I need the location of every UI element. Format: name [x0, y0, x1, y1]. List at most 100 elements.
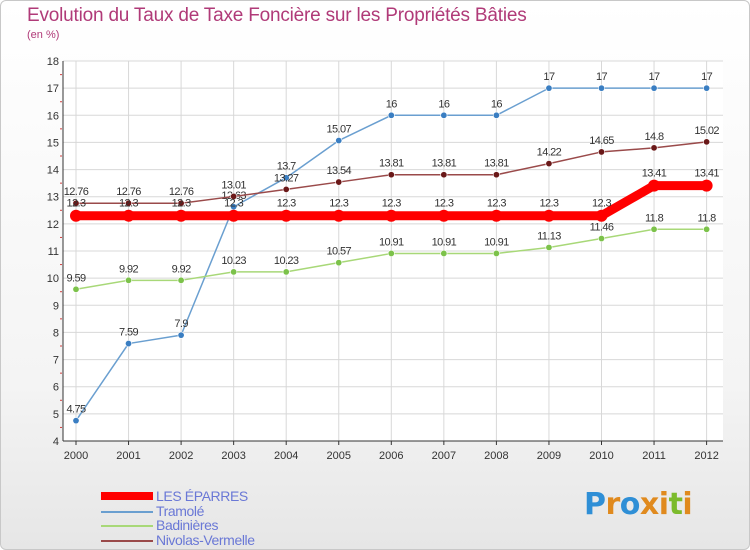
data-point	[282, 185, 290, 193]
chart-title: Evolution du Taux de Taxe Foncière sur l…	[27, 5, 527, 26]
data-point	[227, 209, 240, 222]
data-label: 11.46	[590, 222, 614, 234]
data-label: 11.13	[537, 230, 561, 242]
legend-swatch	[101, 539, 153, 542]
legend-swatch	[101, 525, 153, 527]
data-label: 11.8	[697, 212, 716, 224]
x-tick-label: 2006	[379, 450, 403, 462]
data-point	[542, 209, 555, 222]
data-label: 17	[701, 71, 713, 83]
data-label: 14.22	[537, 147, 562, 159]
data-label: 16	[491, 98, 503, 110]
data-point	[597, 148, 605, 156]
data-label: 14.65	[589, 135, 614, 147]
data-label: 12.3	[487, 198, 506, 210]
data-label: 17	[543, 71, 555, 83]
data-point	[703, 225, 711, 233]
x-tick-label: 2003	[221, 450, 245, 462]
data-label: 12.3	[539, 198, 558, 210]
data-point	[280, 209, 293, 222]
logo-letter: P	[584, 487, 606, 522]
legend-label: LES ÉPARRES	[156, 488, 248, 504]
data-label: 13.54	[326, 165, 351, 177]
data-label: 13.81	[379, 158, 404, 170]
data-label: 14.8	[645, 131, 664, 143]
x-tick-label: 2009	[537, 450, 561, 462]
data-label: 11.8	[645, 212, 664, 224]
data-point	[440, 171, 448, 179]
logo-letter: o	[619, 487, 641, 522]
data-point	[177, 276, 185, 284]
x-tick-label: 2000	[64, 450, 88, 462]
data-label: 13.27	[274, 172, 299, 184]
y-tick-label: 13	[47, 192, 59, 204]
data-point	[492, 171, 500, 179]
y-tick-label: 17	[47, 83, 59, 95]
data-label: 16	[438, 98, 450, 110]
data-point	[385, 209, 398, 222]
data-label: 17	[596, 71, 608, 83]
data-label: 17	[649, 71, 661, 83]
data-point	[335, 137, 343, 145]
data-point	[230, 192, 238, 200]
logo-letter: i	[682, 487, 693, 522]
x-tick-label: 2011	[642, 450, 666, 462]
data-point	[597, 235, 605, 243]
data-label: 10.91	[379, 236, 404, 248]
data-point	[648, 179, 661, 192]
data-label: 10.23	[221, 255, 246, 267]
data-point	[387, 111, 395, 119]
x-tick-label: 2010	[589, 450, 613, 462]
logo-letter: t	[668, 487, 683, 522]
data-point	[440, 111, 448, 119]
data-point	[437, 209, 450, 222]
data-point	[122, 209, 135, 222]
data-point	[597, 84, 605, 92]
data-label: 9.92	[172, 263, 191, 275]
data-label: 12.3	[329, 198, 348, 210]
data-label: 12.76	[169, 186, 194, 198]
y-tick-label: 7	[53, 355, 59, 367]
data-label: 13.81	[432, 158, 457, 170]
x-tick-label: 2008	[484, 450, 508, 462]
data-point	[72, 285, 80, 293]
legend-label: Tramolé	[156, 502, 205, 519]
data-label: 4.75	[66, 404, 85, 416]
data-label: 12.76	[64, 186, 89, 198]
data-point	[125, 199, 133, 207]
data-point	[230, 268, 238, 276]
data-point	[72, 199, 80, 207]
x-tick-label: 2001	[116, 450, 140, 462]
x-tick-label: 2004	[274, 450, 298, 462]
data-label: 10.23	[274, 255, 299, 267]
x-tick-label: 2012	[694, 450, 718, 462]
data-label: 9.59	[66, 272, 85, 284]
data-point	[177, 199, 185, 207]
data-point	[545, 243, 553, 251]
data-point	[492, 111, 500, 119]
y-tick-label: 16	[47, 110, 59, 122]
y-tick-label: 15	[47, 137, 59, 149]
data-point	[650, 144, 658, 152]
data-point	[490, 209, 503, 222]
data-label: 13.81	[484, 158, 509, 170]
data-label: 16	[386, 98, 398, 110]
data-label: 13.41	[694, 168, 719, 180]
data-point	[595, 209, 608, 222]
data-point	[440, 249, 448, 257]
data-label: 15.07	[326, 124, 351, 136]
data-label: 9.92	[119, 263, 138, 275]
data-label: 10.91	[484, 236, 509, 248]
data-point	[703, 84, 711, 92]
data-label: 12.3	[277, 198, 296, 210]
y-tick-label: 18	[47, 56, 59, 68]
data-label: 12.3	[382, 198, 401, 210]
data-label: 7.9	[174, 318, 188, 330]
y-tick-label: 14	[47, 165, 59, 177]
data-point	[335, 178, 343, 186]
logo-letter: r	[605, 487, 621, 522]
data-label: 10.91	[432, 236, 457, 248]
data-point	[125, 340, 133, 348]
